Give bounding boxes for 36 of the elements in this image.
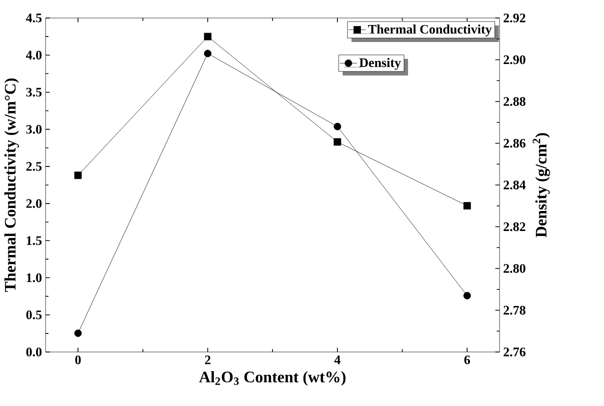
y2-tick-label: 2.90	[504, 55, 526, 64]
y2-tick-label: 2.80	[504, 264, 526, 273]
point	[334, 138, 342, 146]
x-tick-label: 4	[334, 356, 340, 364]
legend-label: Density	[359, 58, 401, 70]
y-tick-label: 0.5	[26, 310, 42, 320]
y-tick-label: 2.0	[26, 199, 42, 208]
y2-tick-label: 2.76	[504, 348, 526, 356]
legend-label: Thermal Conductivity	[368, 24, 492, 36]
point	[204, 32, 212, 40]
point	[204, 50, 212, 58]
y-tick-label: 2.5	[26, 162, 42, 171]
y2-tick-label: 2.82	[504, 222, 526, 232]
y2-tick-label: 2.86	[504, 138, 526, 148]
x-tick-label: 0	[75, 356, 81, 364]
y-axis-title: Thermal Conductivity (w/m°C)	[4, 78, 19, 292]
y-tick-label: 1.0	[26, 273, 42, 282]
y-tick-label: 0.0	[26, 348, 42, 356]
point	[463, 292, 471, 300]
y2-tick-label: 2.84	[504, 180, 526, 190]
point	[334, 122, 342, 130]
y2-tick-label: 2.78	[504, 306, 526, 315]
y2-tick-label: 2.88	[504, 97, 526, 106]
y-tick-label: 4.5	[26, 14, 42, 22]
y-tick-label: 3.5	[26, 88, 42, 97]
x-tick-label: 2	[205, 356, 210, 364]
x-axis-title: Al$_{2}$O$_{3}$ Content (wt%)	[199, 371, 346, 386]
y-tick-label: 4.0	[26, 50, 42, 60]
point	[74, 172, 82, 180]
point	[74, 330, 82, 337]
point	[463, 202, 471, 210]
y-tick-label: 3.0	[26, 124, 42, 134]
y-tick-label: 1.5	[26, 236, 42, 246]
y2-tick-label: 2.92	[504, 14, 526, 22]
x-tick-label: 6	[464, 356, 470, 364]
y2-axis-title: Density (g/cm$^{2}$)	[532, 133, 550, 238]
